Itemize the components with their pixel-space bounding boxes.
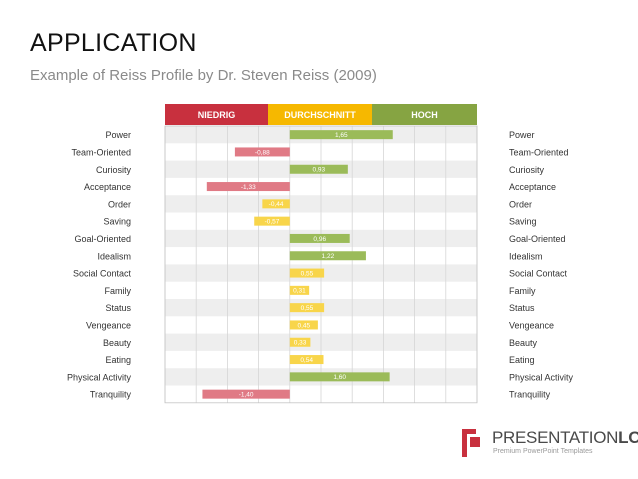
bar — [289, 285, 310, 295]
bar-value-label: -0,88 — [255, 149, 270, 156]
logo-mark-icon — [462, 429, 481, 457]
category-label-left: Status — [105, 303, 131, 313]
logo-tagline: Premium PowerPoint Templates — [493, 448, 593, 455]
bar — [289, 337, 311, 347]
category-label-left: Beauty — [103, 338, 132, 348]
category-label-right: Status — [509, 303, 535, 313]
bar — [262, 199, 290, 209]
category-label-left: Eating — [105, 355, 131, 365]
band-header-label: HOCH — [411, 110, 438, 120]
category-label-left: Order — [108, 199, 131, 209]
bar-value-label: -1,33 — [241, 184, 256, 191]
category-label-right: Team-Oriented — [509, 147, 569, 157]
bar-value-label: 1,22 — [322, 253, 335, 260]
bar — [289, 372, 390, 382]
bar — [202, 389, 290, 399]
category-label-right: Idealism — [509, 251, 543, 261]
category-label-left: Goal-Oriented — [74, 234, 131, 244]
category-label-left: Vengeance — [86, 320, 131, 330]
category-label-right: Social Contact — [509, 269, 568, 279]
category-label-left: Tranquility — [90, 390, 132, 400]
bar — [206, 182, 290, 192]
bar — [289, 320, 318, 330]
bar — [234, 147, 290, 157]
category-label-right: Order — [509, 199, 532, 209]
bar — [254, 216, 290, 226]
band-header-label: DURCHSCHNITT — [284, 110, 356, 120]
category-label-left: Saving — [103, 217, 131, 227]
category-label-left: Social Contact — [73, 269, 132, 279]
bar — [289, 251, 366, 261]
bar-value-label: 0,54 — [300, 357, 313, 364]
reiss-profile-chart: NIEDRIG DURCHSCHNITT HOCH 1,65 Power Power -0,… — [67, 104, 574, 404]
band-header — [268, 104, 372, 125]
bar-value-label: 0,93 — [312, 167, 325, 174]
category-label-right: Eating — [509, 355, 535, 365]
category-label-right: Family — [509, 286, 536, 296]
band-header — [372, 104, 477, 125]
bar-value-label: 0,55 — [301, 270, 314, 277]
bar-value-label: 1,65 — [335, 132, 348, 139]
category-label-right: Physical Activity — [509, 372, 574, 382]
bar-value-label: 0,55 — [301, 305, 314, 312]
category-label-left: Team-Oriented — [71, 147, 131, 157]
bar — [289, 130, 393, 140]
category-label-left: Acceptance — [84, 182, 131, 192]
bar-value-label: -0,44 — [269, 201, 284, 208]
plot-frame — [164, 125, 478, 404]
bar-value-label: 0,31 — [293, 288, 306, 295]
bar — [289, 233, 350, 243]
category-label-left: Curiosity — [96, 165, 132, 175]
category-label-right: Acceptance — [509, 182, 556, 192]
bar-value-label: 0,96 — [313, 236, 326, 243]
category-label-right: Goal-Oriented — [509, 234, 566, 244]
category-label-left: Physical Activity — [67, 372, 132, 382]
category-label-left: Idealism — [97, 251, 131, 261]
category-label-right: Beauty — [509, 338, 538, 348]
category-label-right: Tranquility — [509, 390, 551, 400]
bar-value-label: -1,40 — [239, 391, 254, 398]
category-label-right: Vengeance — [509, 320, 554, 330]
page-title: APPLICATION — [30, 29, 197, 57]
bar-value-label: 0,45 — [298, 322, 311, 329]
logo-wordmark: PRESENTATIONLOAD® — [492, 428, 638, 447]
presentationload-logo: PRESENTATIONLOAD® Premium PowerPoint Tem… — [462, 427, 638, 461]
category-label-right: Saving — [509, 217, 537, 227]
category-label-right: Power — [509, 130, 535, 140]
category-label-right: Curiosity — [509, 165, 545, 175]
category-label-left: Power — [105, 130, 131, 140]
bar — [289, 268, 325, 278]
band-header — [165, 104, 268, 125]
bar — [289, 164, 348, 174]
bar — [289, 355, 324, 365]
bar-value-label: 0,33 — [294, 340, 307, 347]
category-label-left: Family — [105, 286, 132, 296]
bar-value-label: 1,60 — [333, 374, 346, 381]
bar — [289, 303, 325, 313]
band-header-label: NIEDRIG — [198, 110, 236, 120]
bar-value-label: -0,57 — [265, 218, 280, 225]
page-subtitle: Example of Reiss Profile by Dr. Steven R… — [30, 67, 377, 84]
